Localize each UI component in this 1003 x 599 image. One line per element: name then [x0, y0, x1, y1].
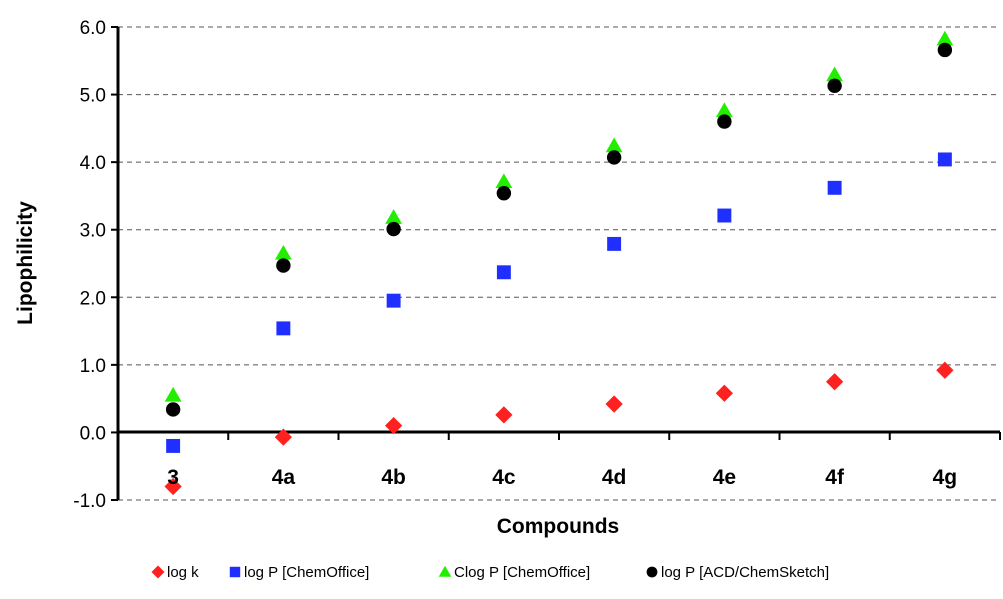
x-tick-label: 4f — [825, 466, 845, 489]
data-point — [715, 102, 733, 118]
axes — [111, 26, 1001, 501]
data-point — [936, 30, 954, 46]
x-tick-label: 4c — [492, 466, 516, 489]
data-point — [717, 208, 732, 223]
data-point — [276, 258, 291, 273]
data-point — [715, 384, 734, 402]
data-point — [164, 386, 182, 402]
x-tick-label: 3 — [167, 466, 179, 489]
data-point — [717, 114, 732, 129]
legend-marker — [646, 566, 658, 578]
x-tick-label: 4a — [272, 466, 296, 489]
x-tick-label: 4d — [602, 466, 627, 489]
data-point — [386, 221, 401, 237]
legend-label: Clog P [ChemOffice] — [454, 564, 590, 581]
x-tick-label: 4b — [381, 466, 406, 489]
data-point — [826, 66, 844, 82]
y-axis-title: Lipophilicity — [14, 201, 37, 325]
data-point — [936, 361, 954, 379]
data-point — [496, 186, 512, 201]
data-point — [937, 42, 953, 58]
data-point — [607, 236, 622, 251]
legend-marker — [229, 566, 241, 578]
data-point — [827, 180, 842, 195]
legend-marker — [438, 565, 452, 577]
data-point — [166, 438, 181, 453]
legend-label: log k — [167, 564, 199, 581]
data-point — [605, 395, 623, 413]
data-point — [165, 402, 181, 417]
gridlines — [118, 26, 1000, 501]
y-tick-label: 1.0 — [80, 356, 106, 377]
legend-marker — [151, 565, 165, 579]
y-tick-label: 0.0 — [80, 423, 106, 444]
data-point — [274, 244, 292, 260]
data-marks — [164, 30, 954, 496]
x-tick-label: 4g — [933, 466, 958, 489]
data-point — [386, 293, 401, 308]
y-tick-label: -1.0 — [73, 491, 106, 512]
data-point — [937, 152, 952, 167]
data-point — [496, 265, 511, 280]
x-axis-title: Compounds — [497, 515, 619, 538]
legend-label: log P [ACD/ChemSketch] — [661, 564, 829, 581]
data-point — [606, 150, 622, 165]
data-point — [825, 373, 844, 391]
y-tick-label: 3.0 — [80, 221, 106, 242]
y-tick-label: 4.0 — [80, 153, 106, 174]
data-point — [385, 209, 403, 224]
data-point — [495, 406, 513, 424]
y-tick-label: 6.0 — [80, 18, 106, 39]
data-point — [164, 477, 182, 496]
data-point — [384, 417, 403, 435]
y-tick-label: 5.0 — [80, 86, 106, 107]
data-point — [274, 428, 293, 446]
legend: log k log P [ChemOffice] Clog P [ChemOffic… — [151, 564, 829, 581]
data-point — [827, 78, 842, 93]
data-point — [495, 173, 513, 189]
x-tick-label: 4e — [713, 466, 736, 489]
legend-label: log P [ChemOffice] — [244, 564, 369, 581]
data-point — [605, 137, 623, 153]
y-tick-label: 2.0 — [80, 288, 106, 309]
data-point — [276, 321, 291, 336]
axis-labels: -1.0 0.0 1.0 2.0 3.0 4.0 5.0 6.0 3 4a 4b 4c 4d 4e 4f 4g — [73, 18, 957, 512]
